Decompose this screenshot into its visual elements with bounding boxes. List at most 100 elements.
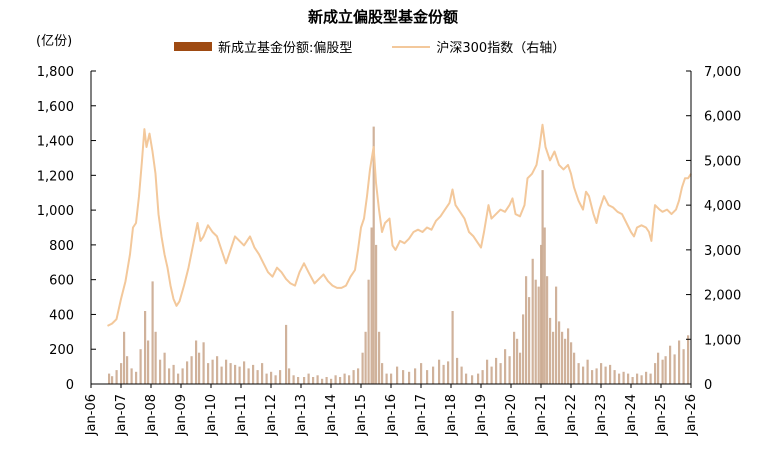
axes: 0 200 400 600 800 1,000 1,200 1,400 1,600 1,800 0 1… bbox=[37, 65, 741, 436]
bar-13 bbox=[159, 359, 162, 384]
legend: 新成立基金份额:偏股型 沪深300指数（右轴） bbox=[174, 37, 565, 56]
bar-1 bbox=[111, 376, 114, 384]
bar-132 bbox=[661, 359, 664, 384]
bar-32 bbox=[243, 361, 246, 384]
x-tick-label-6: Jan-12 bbox=[264, 394, 279, 436]
bar-102 bbox=[543, 227, 546, 384]
bar-29 bbox=[229, 363, 232, 384]
bar-83 bbox=[477, 373, 480, 384]
bar-10 bbox=[147, 340, 150, 384]
x-tick-label-19: Jan-25 bbox=[654, 394, 669, 436]
bar-99 bbox=[537, 286, 540, 384]
bar-84 bbox=[481, 370, 484, 384]
bar-8 bbox=[139, 349, 142, 384]
legend-label-line: 沪深300指数（右轴） bbox=[436, 41, 566, 56]
bar-104 bbox=[549, 317, 552, 384]
bar-50 bbox=[325, 377, 328, 384]
bar-40 bbox=[279, 370, 282, 384]
left-tick-label-3: 600 bbox=[49, 274, 74, 289]
bar-53 bbox=[339, 377, 342, 384]
bar-14 bbox=[163, 352, 166, 384]
bar-117 bbox=[595, 368, 598, 384]
left-tick-label-0: 0 bbox=[66, 378, 74, 393]
bar-24 bbox=[207, 363, 210, 384]
bar-0 bbox=[108, 373, 111, 384]
bar-42 bbox=[288, 368, 291, 384]
x-tick-label-8: Jan-14 bbox=[324, 394, 339, 436]
x-tick-label-18: Jan-24 bbox=[624, 394, 639, 436]
bar-77 bbox=[447, 361, 450, 384]
bar-95 bbox=[525, 276, 528, 384]
legend-swatch-line bbox=[392, 45, 431, 48]
bar-63 bbox=[375, 244, 378, 384]
bar-3 bbox=[120, 363, 123, 384]
bar-123 bbox=[622, 371, 625, 384]
bar-80 bbox=[460, 366, 463, 384]
bar-48 bbox=[316, 375, 319, 384]
bar-138 bbox=[687, 335, 690, 384]
bar-52 bbox=[334, 375, 337, 384]
bar-94 bbox=[522, 314, 525, 384]
bar-56 bbox=[352, 370, 355, 384]
x-tick-label-16: Jan-22 bbox=[564, 394, 579, 436]
bar-2 bbox=[115, 370, 118, 384]
bar-119 bbox=[604, 366, 607, 384]
bar-61 bbox=[370, 227, 373, 384]
bar-72 bbox=[420, 363, 423, 384]
bar-81 bbox=[465, 373, 468, 384]
bar-103 bbox=[546, 276, 549, 384]
bar-11 bbox=[151, 281, 154, 384]
bar-91 bbox=[513, 331, 516, 384]
bar-58 bbox=[361, 352, 364, 384]
bar-47 bbox=[312, 377, 315, 384]
bar-136 bbox=[678, 340, 681, 384]
bar-115 bbox=[586, 359, 589, 384]
bar-127 bbox=[640, 375, 643, 384]
bar-57 bbox=[357, 368, 360, 384]
bar-38 bbox=[270, 371, 273, 384]
x-tick-label-17: Jan-23 bbox=[594, 394, 609, 436]
bar-90 bbox=[508, 356, 511, 384]
left-tick-label-7: 1,400 bbox=[37, 135, 74, 150]
bar-125 bbox=[631, 377, 634, 384]
right-tick-label-1: 1,000 bbox=[704, 333, 741, 348]
bar-19 bbox=[186, 361, 189, 384]
bar-54 bbox=[343, 373, 346, 384]
bar-64 bbox=[378, 331, 381, 384]
bar-71 bbox=[414, 368, 417, 384]
bar-62 bbox=[372, 126, 375, 384]
bar-97 bbox=[531, 258, 534, 384]
bar-22 bbox=[198, 352, 201, 384]
x-tick-label-10: Jan-16 bbox=[384, 394, 399, 436]
bar-106 bbox=[555, 286, 558, 384]
bar-45 bbox=[303, 377, 306, 384]
bar-33 bbox=[247, 368, 250, 384]
bar-15 bbox=[168, 368, 171, 384]
bar-31 bbox=[238, 366, 241, 384]
bar-118 bbox=[600, 363, 603, 384]
left-tick-label-8: 1,600 bbox=[37, 100, 74, 115]
left-tick-label-6: 1,200 bbox=[37, 169, 74, 184]
bar-30 bbox=[234, 364, 237, 384]
x-tick-label-12: Jan-18 bbox=[444, 394, 459, 436]
bar-96 bbox=[528, 297, 531, 384]
x-tick-label-7: Jan-13 bbox=[294, 394, 309, 436]
left-tick-label-9: 1,800 bbox=[37, 65, 74, 80]
bar-51 bbox=[330, 378, 333, 384]
bar-17 bbox=[177, 373, 180, 384]
right-tick-label-6: 6,000 bbox=[704, 110, 741, 125]
legend-swatch-bar bbox=[174, 42, 212, 51]
bar-76 bbox=[442, 364, 445, 384]
bar-116 bbox=[591, 370, 594, 384]
right-tick-label-5: 5,000 bbox=[704, 154, 741, 169]
x-tick-label-2: Jan-08 bbox=[144, 394, 159, 436]
bar-126 bbox=[636, 373, 639, 384]
bar-36 bbox=[261, 363, 264, 384]
bar-101 bbox=[541, 170, 544, 384]
bar-23 bbox=[202, 342, 205, 384]
bar-73 bbox=[426, 370, 429, 384]
bar-78 bbox=[451, 311, 454, 384]
bar-16 bbox=[172, 364, 175, 384]
bar-44 bbox=[297, 377, 300, 384]
left-tick-label-5: 1,000 bbox=[37, 204, 74, 219]
